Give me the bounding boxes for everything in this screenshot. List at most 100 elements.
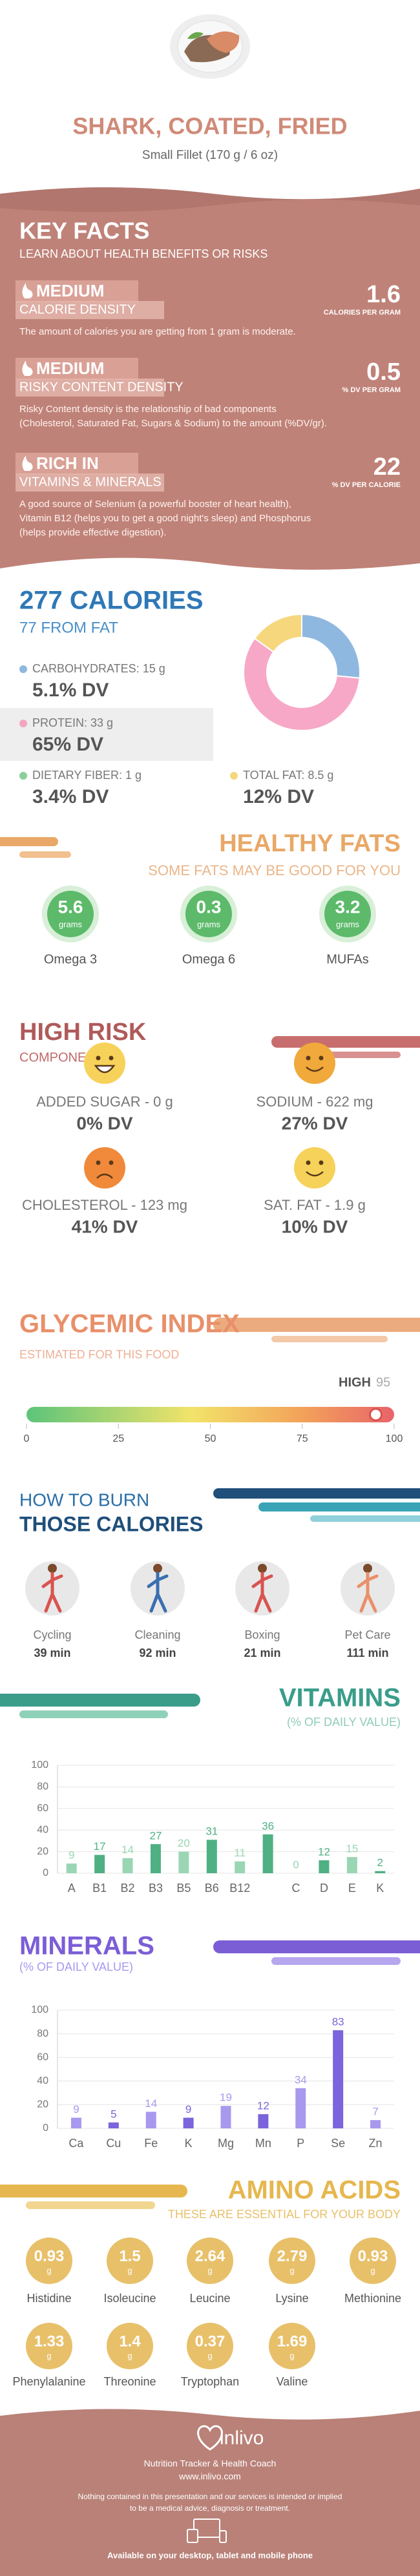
- gi-level: HIGH: [339, 1375, 371, 1389]
- face-mouth: [94, 1065, 116, 1074]
- value-label: 34: [295, 2073, 307, 2086]
- level: MEDIUM: [36, 358, 104, 378]
- gi-tick-label: 0: [24, 1433, 30, 1444]
- label-box: [16, 473, 164, 492]
- bar: [346, 1856, 357, 1873]
- fat-unit: grams: [336, 919, 360, 929]
- food-garnish: [187, 32, 204, 39]
- activity-time: 111 min: [346, 1646, 388, 1659]
- decor-brush: [258, 1502, 420, 1511]
- amino-name: Histidine: [26, 2292, 71, 2305]
- amino-value: 0.37: [195, 2332, 226, 2350]
- y-tick-label: 60: [37, 2051, 48, 2062]
- section-wave: [0, 187, 420, 213]
- amino-bubble: [187, 2323, 233, 2369]
- x-tick-label: Mn: [255, 2137, 271, 2150]
- bar: [295, 2088, 306, 2128]
- value-label: 9: [68, 1849, 74, 1861]
- face: [294, 1043, 335, 1084]
- value-label: 9: [185, 2103, 191, 2115]
- fact-unit: CALORIES PER GRAM: [324, 309, 401, 317]
- footer-url: www.inlivo.com: [178, 2471, 241, 2482]
- amino-bubble: [107, 2323, 153, 2369]
- face-eye: [109, 1160, 114, 1165]
- face-eye: [96, 1055, 101, 1061]
- activity-name: Cleaning: [134, 1628, 180, 1641]
- x-tick-label: K: [376, 1882, 384, 1895]
- y-tick-label: 100: [31, 1760, 48, 1771]
- amino-value: 1.5: [119, 2247, 140, 2265]
- fat-value: 0.3: [196, 897, 222, 917]
- fact-unit: % DV PER CALORIE: [332, 481, 401, 489]
- value-label: 27: [149, 1829, 162, 1842]
- title: SHARK, COATED, FRIED: [72, 113, 347, 140]
- amino-name: Lysine: [275, 2292, 308, 2305]
- amino-unit: g: [127, 2265, 132, 2275]
- value-label: 20: [178, 1837, 190, 1849]
- section-subtitle: (% OF DAILY VALUE): [287, 1716, 401, 1729]
- face-eye: [109, 1055, 114, 1061]
- amino-value: 0.93: [34, 2247, 65, 2265]
- risk-dv: 41% DV: [72, 1216, 138, 1236]
- gi-value: 95: [376, 1375, 390, 1389]
- value-label: 2: [377, 1856, 383, 1869]
- section-subtitle: LEARN ABOUT HEALTH BENEFITS OR RISKS: [19, 247, 268, 260]
- decor-brush: [213, 1488, 420, 1499]
- section-subtitle: THOSE CALORIES: [19, 1512, 203, 1535]
- decor-brush: [0, 837, 58, 846]
- amino-value: 1.69: [277, 2332, 308, 2350]
- y-tick-label: 20: [37, 2099, 48, 2110]
- decor-brush: [213, 1940, 420, 1953]
- activity-time: 92 min: [139, 1646, 176, 1659]
- value-label: 15: [346, 1842, 358, 1854]
- amino-bubble: [26, 2323, 72, 2369]
- nutrient-dot: [19, 720, 27, 727]
- amino-name: Valine: [277, 2375, 308, 2388]
- section-title: HIGH RISK: [19, 1019, 147, 1046]
- face-eye: [306, 1160, 311, 1165]
- level-box: [16, 280, 138, 302]
- amino-value: 2.64: [195, 2247, 226, 2265]
- section-title: MINERALS: [19, 1932, 154, 1960]
- nutrient-dv: 12% DV: [243, 786, 314, 807]
- nutrient-dv: 65% DV: [32, 734, 103, 755]
- activity-head: [363, 1564, 372, 1573]
- decor-brush: [0, 2185, 187, 2197]
- value-label: 19: [220, 2092, 232, 2104]
- bar: [220, 2106, 231, 2128]
- decor-brush: [271, 1036, 420, 1048]
- amino-unit: g: [207, 2265, 212, 2275]
- x-tick-label: B5: [176, 1882, 191, 1895]
- face-mouth: [96, 1173, 113, 1179]
- face-eye: [319, 1160, 324, 1165]
- gi-marker: [369, 1407, 383, 1422]
- amino-unit: g: [370, 2265, 375, 2275]
- level-label: RISKY CONTENT DENSITY: [19, 380, 184, 394]
- amino-value: 1.4: [119, 2332, 141, 2350]
- device-icon: [187, 2529, 198, 2543]
- fat-name: MUFAs: [326, 952, 369, 966]
- fat-value: 3.2: [335, 897, 361, 917]
- x-tick-label: B2: [121, 1882, 135, 1895]
- decor-brush: [310, 1515, 420, 1522]
- device-icon: [219, 2530, 227, 2543]
- bar: [183, 2117, 194, 2128]
- amino-name: Tryptophan: [181, 2375, 239, 2388]
- x-tick-label: P: [297, 2137, 304, 2150]
- value-label: 83: [332, 2016, 344, 2028]
- x-tick-label: B12: [229, 1882, 250, 1895]
- food-piece: [207, 31, 240, 53]
- amino-name: Threonine: [103, 2375, 156, 2388]
- amino-name: Phenylalanine: [12, 2375, 85, 2388]
- fact-value: 22: [373, 453, 401, 481]
- activity-name: Boxing: [244, 1628, 280, 1641]
- amino-value: 0.93: [358, 2247, 388, 2265]
- activity-body: [357, 1572, 379, 1613]
- nutrient-dot: [19, 772, 27, 780]
- value-label: 31: [205, 1825, 218, 1838]
- x-tick-label: Mg: [218, 2137, 234, 2150]
- bar: [262, 1834, 273, 1873]
- footer-disclaimer: to be a medical advice, diagnosis or tre…: [130, 2504, 290, 2513]
- section-subtitle: ESTIMATED FOR THIS FOOD: [19, 1348, 179, 1361]
- decor-brush: [213, 1318, 420, 1332]
